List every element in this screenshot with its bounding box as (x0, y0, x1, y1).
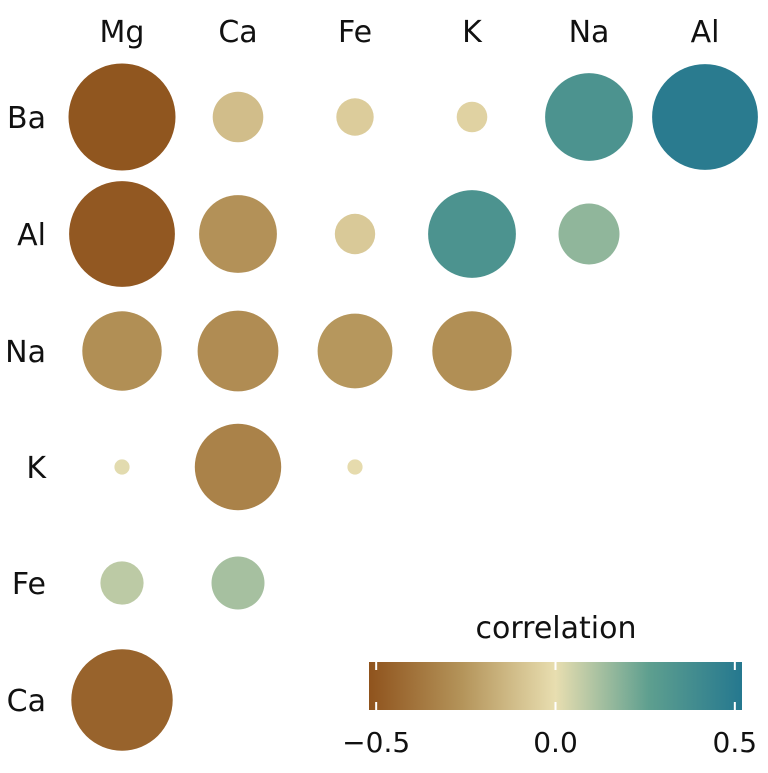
column-label-mg: Mg (100, 15, 145, 50)
column-label-al: Al (691, 15, 720, 50)
point-ca-mg (71, 649, 173, 751)
column-labels: Mg Ca Fe K Na Al (100, 15, 720, 50)
row-label-fe: Fe (12, 567, 46, 602)
point-al-fe (334, 213, 376, 255)
point-ba-k (456, 101, 488, 133)
point-al-k (428, 190, 516, 278)
point-al-na (558, 203, 620, 265)
point-ba-al (652, 64, 758, 170)
column-label-na: Na (569, 15, 610, 50)
column-label-ca: Ca (218, 15, 257, 50)
point-ba-na (545, 73, 633, 161)
legend-tick-label: 0.5 (713, 726, 758, 759)
point-ba-mg (68, 63, 176, 171)
point-k-mg (114, 459, 130, 475)
color-legend: correlation −0.5 0.0 0.5 (342, 611, 757, 759)
column-label-fe: Fe (338, 15, 372, 50)
correlation-points (68, 63, 758, 751)
point-fe-mg (100, 561, 144, 605)
row-label-ca: Ca (7, 684, 46, 719)
row-label-k: K (26, 451, 47, 486)
point-k-fe (347, 459, 363, 475)
legend-tick-label: 0.0 (533, 726, 578, 759)
point-na-ca (197, 310, 279, 392)
row-label-ba: Ba (7, 101, 46, 136)
legend-ticks: −0.5 0.0 0.5 (342, 662, 757, 759)
point-k-ca (194, 423, 282, 511)
point-ba-ca (212, 91, 264, 143)
column-label-k: K (462, 15, 483, 50)
point-na-fe (317, 313, 393, 389)
point-fe-ca (211, 556, 265, 610)
point-ba-fe (336, 98, 374, 136)
point-al-mg (69, 181, 175, 287)
point-na-k (432, 311, 512, 391)
row-label-al: Al (17, 218, 46, 253)
point-al-ca (199, 195, 277, 273)
row-labels: Ba Al Na K Fe Ca (5, 101, 47, 719)
point-na-mg (82, 311, 162, 391)
legend-tick-label: −0.5 (342, 726, 410, 759)
legend-title: correlation (476, 611, 637, 646)
row-label-na: Na (5, 335, 46, 370)
